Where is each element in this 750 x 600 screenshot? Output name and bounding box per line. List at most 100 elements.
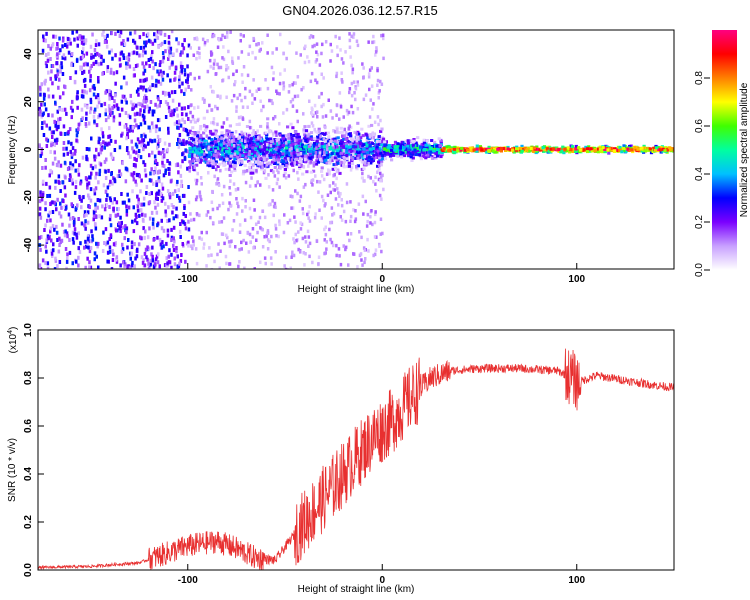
spectrogram-cell — [59, 214, 63, 219]
spectrogram-cell — [168, 49, 171, 54]
spectrogram-cell — [109, 179, 112, 184]
spectrogram-cell — [225, 68, 228, 72]
spectrogram-cell — [176, 163, 180, 167]
spectrogram-cell — [396, 145, 400, 149]
spectrogram-cell — [158, 237, 162, 242]
spectrogram-cell — [264, 261, 267, 266]
spectrogram-cell — [656, 148, 660, 151]
spectrogram-cell — [130, 240, 134, 245]
spectrogram-cell — [332, 145, 335, 149]
spectrogram-cell — [311, 35, 315, 39]
spectrogram-cell — [227, 49, 230, 54]
spectrogram-cell — [97, 241, 100, 246]
spectrogram-cell — [182, 220, 185, 225]
spectrogram-cell — [334, 197, 338, 201]
spectrogram-cell — [340, 71, 343, 75]
spectrogram-cell — [307, 210, 310, 214]
spectrogram-cell — [243, 164, 247, 168]
spectrogram-cell — [365, 146, 369, 150]
spectrogram-cell — [55, 207, 58, 212]
spectrogram-cell — [291, 82, 294, 87]
spectrogram-cell — [589, 147, 593, 151]
spectrogram-cell — [296, 75, 300, 79]
spectrogram-cell — [47, 94, 51, 99]
spectrogram-cell — [354, 145, 358, 149]
spectrogram-cell — [57, 85, 60, 90]
spectrogram-cell — [101, 32, 104, 37]
spectrogram-cell — [93, 157, 97, 162]
spectrogram-cell — [297, 247, 300, 252]
spectrogram-cell — [94, 154, 98, 159]
spectrogram-cell — [42, 92, 46, 97]
spectrogram-cell — [70, 154, 74, 159]
spectrogram-cell — [41, 48, 45, 53]
spectrogram-cell — [261, 152, 266, 156]
spectrogram-cell — [282, 173, 286, 178]
spectrogram-cell — [170, 227, 173, 232]
spectrogram-cell — [654, 148, 658, 152]
spectrogram-cell — [348, 238, 351, 243]
spectrogram-cell — [55, 140, 58, 145]
spectrogram-cell — [318, 129, 321, 134]
spectrogram-cell — [198, 190, 202, 194]
spectrogram-cell — [300, 222, 304, 227]
spectrogram-cell — [411, 141, 416, 145]
spectrogram-cell — [352, 80, 356, 84]
spectrogram-cell — [133, 264, 136, 269]
spectrogram-cell — [396, 154, 400, 158]
spectrogram-cell — [149, 85, 152, 90]
spectrogram-cell — [80, 198, 83, 203]
spectrogram-cell — [82, 195, 85, 200]
spectrogram-cell — [337, 154, 341, 158]
spectrogram-cell — [144, 173, 148, 178]
spectrogram-cell — [247, 159, 251, 163]
spectrogram-cell — [330, 152, 334, 156]
spectrogram-cell — [283, 264, 286, 268]
spectrogram-cell — [271, 188, 275, 192]
spectrogram-cell — [180, 219, 184, 224]
spectrogram-cell — [95, 241, 98, 246]
spectrogram-cell — [96, 51, 99, 56]
spectrogram-cell — [570, 145, 575, 149]
spectrogram-cell — [358, 148, 362, 152]
spectrogram-cell — [607, 151, 611, 155]
spectrogram-cell — [314, 174, 317, 178]
spectrogram-cell — [252, 198, 256, 202]
spectrogram-cell — [193, 165, 196, 170]
spectrogram-cell — [53, 119, 56, 124]
spectrogram-cell — [278, 81, 282, 86]
spectrogram-cell — [173, 77, 176, 82]
spectrogram-cell — [260, 108, 263, 113]
spectrogram-cell — [228, 244, 232, 248]
spectrogram-cell — [69, 175, 72, 180]
spectrogram-cell — [316, 131, 320, 135]
spectrogram-cell — [599, 150, 603, 153]
spectrogram-cell — [247, 134, 251, 138]
spectrogram-cell — [668, 146, 672, 150]
spectrogram-cell — [377, 156, 382, 160]
spectrogram-cell — [58, 77, 61, 82]
spectrogram-cell — [203, 42, 207, 47]
spectrogram-cell — [123, 200, 126, 205]
spectrogram-cell — [152, 264, 156, 269]
spectrogram-cell — [174, 163, 178, 168]
spectrogram-cell — [78, 34, 81, 39]
spectrogram-cell — [51, 210, 55, 214]
spectrogram-cell — [125, 56, 129, 61]
spectrogram-cell — [176, 125, 179, 130]
spectrogram-cell — [336, 130, 339, 134]
spectrogram-cell — [38, 144, 41, 149]
spectrogram-cell — [159, 69, 162, 74]
spectrogram-cell — [142, 196, 146, 201]
spectrogram-cell — [82, 41, 85, 46]
spectrogram-cell — [115, 255, 119, 260]
spectrogram-cell — [175, 182, 179, 187]
spectrogram-cell — [170, 30, 174, 34]
spectrogram-cell — [326, 147, 329, 152]
spectrogram-cell — [119, 172, 123, 177]
spectrogram-cell — [241, 135, 245, 139]
spectrogram-cell — [290, 162, 294, 166]
spectrogram-cell — [259, 152, 263, 156]
spectrogram-cell — [87, 121, 91, 126]
spectrogram-cell — [41, 166, 44, 170]
